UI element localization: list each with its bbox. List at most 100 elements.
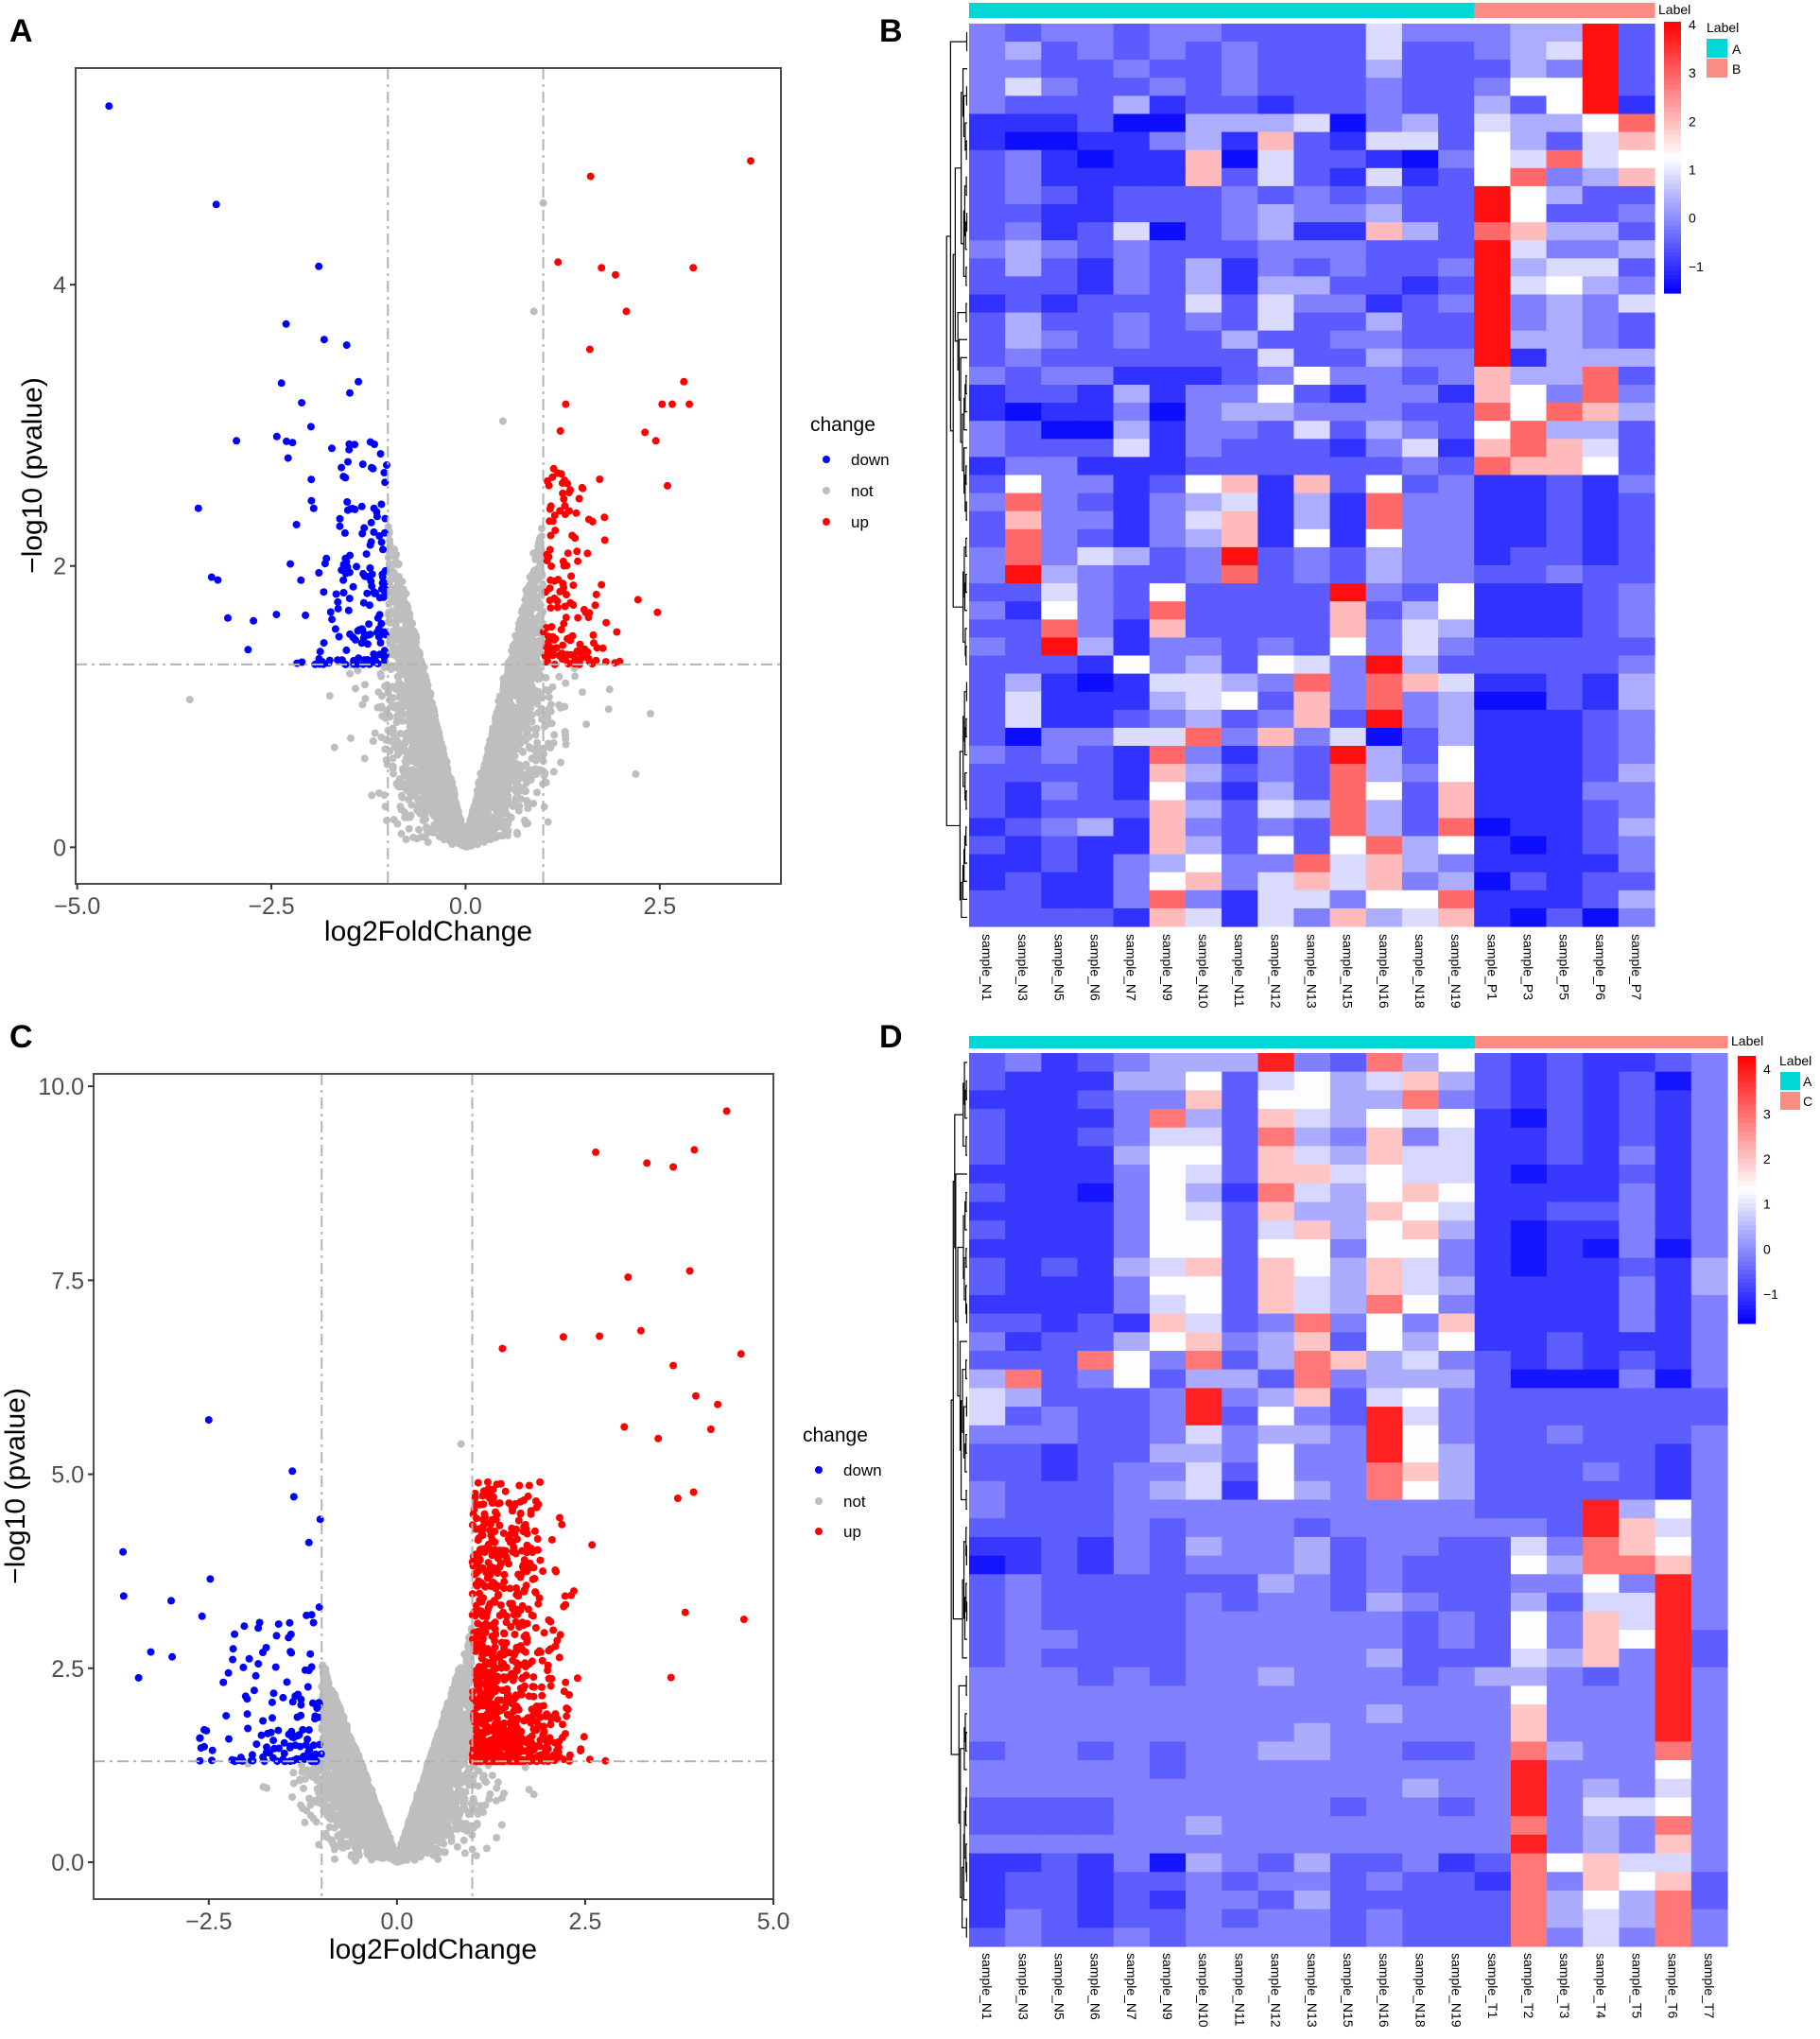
point-not bbox=[429, 740, 438, 749]
point-not bbox=[421, 833, 429, 841]
point-not bbox=[524, 820, 532, 828]
point-not bbox=[397, 628, 406, 636]
point-not bbox=[549, 768, 558, 776]
point-not bbox=[517, 691, 526, 700]
point-not bbox=[407, 683, 415, 691]
point-not bbox=[377, 672, 386, 681]
point-not bbox=[394, 684, 403, 693]
point-not bbox=[522, 762, 530, 770]
point-not bbox=[433, 734, 442, 742]
point-not bbox=[415, 825, 423, 834]
point-not bbox=[411, 630, 419, 638]
point-not bbox=[557, 703, 564, 712]
point-not bbox=[501, 691, 509, 700]
point-not bbox=[515, 769, 524, 778]
point-not bbox=[561, 728, 569, 736]
point-not bbox=[390, 591, 398, 598]
point-not bbox=[360, 754, 369, 763]
point-not bbox=[499, 682, 508, 690]
point-not bbox=[519, 748, 527, 756]
point-not bbox=[514, 646, 523, 654]
point-not bbox=[393, 672, 402, 681]
point-not bbox=[538, 570, 546, 579]
point-not bbox=[512, 828, 521, 837]
point-not bbox=[398, 793, 407, 802]
point-not bbox=[405, 729, 413, 737]
point-not bbox=[547, 719, 556, 728]
point-not bbox=[433, 820, 442, 828]
point-not bbox=[523, 727, 531, 735]
point-not bbox=[403, 786, 411, 794]
point-not bbox=[533, 696, 542, 704]
point-not bbox=[441, 757, 449, 766]
point-not bbox=[403, 601, 411, 610]
point-not bbox=[492, 834, 500, 841]
point-not bbox=[413, 794, 422, 802]
point-not bbox=[415, 730, 424, 738]
point-not bbox=[369, 737, 377, 745]
point-not bbox=[504, 816, 512, 824]
point-not bbox=[525, 691, 533, 700]
point-not bbox=[498, 795, 507, 804]
point-not bbox=[524, 800, 531, 808]
point-not bbox=[477, 833, 485, 841]
point-not bbox=[421, 784, 429, 792]
point-not bbox=[371, 729, 379, 737]
point-not bbox=[389, 754, 397, 763]
point-not bbox=[398, 700, 407, 708]
point-not bbox=[410, 711, 419, 718]
point-not bbox=[447, 816, 455, 824]
point-not bbox=[524, 634, 532, 643]
point-not bbox=[402, 835, 410, 843]
point-not bbox=[352, 684, 359, 693]
point-not bbox=[425, 826, 434, 835]
point-not bbox=[531, 731, 540, 739]
panel-label-c: C bbox=[9, 1019, 33, 1055]
point-not bbox=[479, 781, 488, 788]
point-not bbox=[513, 733, 522, 741]
panel-label-d: D bbox=[879, 1019, 903, 1055]
point-not bbox=[544, 818, 552, 826]
point-not bbox=[513, 789, 522, 798]
point-not bbox=[515, 677, 524, 685]
point-not bbox=[522, 708, 530, 717]
point-not bbox=[533, 675, 542, 683]
point-not bbox=[422, 798, 430, 806]
point-not bbox=[521, 613, 529, 622]
point-not bbox=[418, 806, 426, 815]
point-not bbox=[376, 703, 385, 712]
point-not bbox=[550, 731, 559, 739]
point-not bbox=[485, 823, 494, 832]
point-not bbox=[528, 573, 536, 581]
point-not bbox=[389, 765, 397, 773]
point-not bbox=[398, 765, 407, 773]
point-not bbox=[562, 679, 570, 687]
point-not bbox=[487, 795, 495, 804]
point-not bbox=[411, 703, 420, 712]
point-not bbox=[461, 840, 470, 849]
point-not bbox=[330, 743, 338, 752]
point-not bbox=[562, 740, 570, 749]
point-not bbox=[374, 688, 383, 697]
point-not bbox=[515, 703, 524, 712]
point-not bbox=[496, 748, 505, 756]
point-not bbox=[407, 662, 415, 670]
point-not bbox=[426, 689, 435, 698]
point-not bbox=[395, 783, 403, 791]
point-not bbox=[388, 650, 396, 659]
point-not bbox=[517, 637, 526, 645]
point-not bbox=[509, 683, 517, 691]
point-not bbox=[435, 833, 443, 841]
point-not bbox=[396, 803, 405, 811]
point-not bbox=[408, 669, 416, 678]
point-not bbox=[407, 738, 416, 747]
point-not bbox=[398, 717, 407, 725]
point-not bbox=[402, 813, 410, 821]
point-not bbox=[504, 700, 512, 709]
point-not bbox=[475, 787, 483, 796]
point-not bbox=[493, 735, 500, 744]
point-not bbox=[428, 720, 437, 729]
panel-label-a: A bbox=[9, 13, 33, 49]
